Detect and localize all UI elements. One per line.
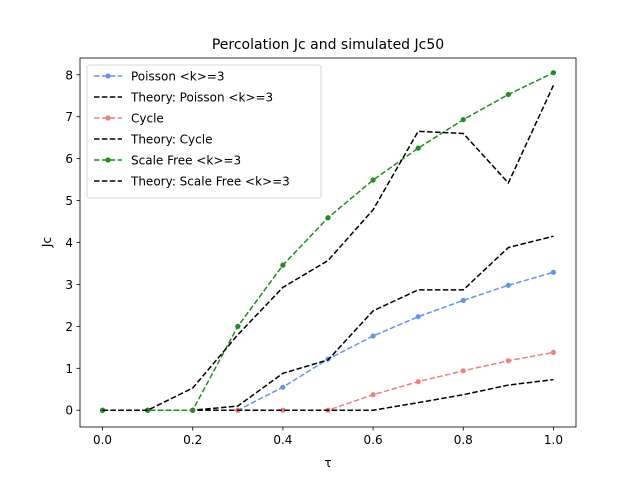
y-tick-label: 0: [65, 404, 73, 418]
x-axis: 0.0 0.2 0.4 0.6 0.8 1.0: [93, 427, 563, 447]
legend-label: Theory: Scale Free <k>=3: [130, 175, 290, 189]
legend-label: Theory: Cycle: [130, 133, 212, 147]
legend-label: Cycle: [131, 112, 164, 126]
y-tick-label: 4: [65, 236, 73, 250]
data-point-0: [370, 333, 376, 339]
data-point-4: [145, 407, 151, 413]
x-axis-label: τ: [324, 456, 331, 470]
data-point-4: [505, 91, 511, 98]
data-point-2: [505, 358, 511, 364]
data-point-4: [415, 145, 421, 151]
legend-marker: [105, 73, 111, 79]
data-point-4: [99, 407, 106, 413]
x-tick-label: 0.0: [93, 433, 112, 447]
series-line-3: [102, 378, 554, 411]
legend: Poisson <k>=3 Theory: Poisson <k>=3 Cycle T…: [86, 64, 322, 199]
data-point-4: [370, 177, 376, 183]
plot-area: [99, 70, 557, 413]
data-point-2: [550, 349, 557, 355]
series-line-0: [102, 271, 554, 411]
data-point-0: [550, 269, 557, 275]
y-axis: 0 1 2 3 4 5 6 7 8: [65, 68, 80, 418]
data-point-0: [460, 297, 466, 303]
data-point-4: [460, 117, 466, 123]
y-tick-label: 5: [65, 194, 73, 208]
data-point-2: [460, 368, 466, 374]
legend-label: Theory: Poisson <k>=3: [130, 91, 273, 105]
y-tick-label: 8: [65, 68, 73, 82]
data-point-4: [190, 407, 196, 413]
y-tick-label: 2: [65, 320, 73, 334]
data-point-4: [550, 70, 557, 76]
series-line-5: [102, 84, 555, 411]
x-tick-label: 1.0: [544, 433, 563, 447]
data-point-0: [415, 314, 421, 320]
legend-box: [86, 64, 322, 199]
data-point-2: [280, 407, 286, 413]
y-tick-label: 3: [65, 278, 73, 292]
chart-title: Percolation Jc and simulated Jc50: [212, 37, 444, 53]
x-tick-label: 0.8: [454, 433, 473, 447]
legend-label: Scale Free <k>=3: [131, 154, 241, 168]
data-point-4: [280, 262, 286, 268]
y-axis-label: Jc: [40, 237, 54, 248]
data-point-0: [280, 384, 286, 390]
x-tick-label: 0.6: [364, 433, 383, 447]
x-tick-label: 0.4: [273, 433, 292, 447]
y-tick-label: 6: [65, 152, 73, 166]
legend-marker: [105, 115, 111, 121]
y-tick-label: 1: [65, 362, 73, 376]
data-point-2: [370, 392, 376, 398]
legend-label: Poisson <k>=3: [131, 70, 225, 84]
data-point-2: [415, 379, 421, 385]
data-point-4: [235, 323, 241, 329]
series-line-1: [102, 235, 554, 411]
data-point-0: [505, 282, 511, 288]
x-tick-label: 0.2: [183, 433, 202, 447]
data-point-4: [325, 215, 331, 221]
legend-marker: [105, 157, 111, 163]
y-tick-label: 7: [65, 110, 73, 124]
